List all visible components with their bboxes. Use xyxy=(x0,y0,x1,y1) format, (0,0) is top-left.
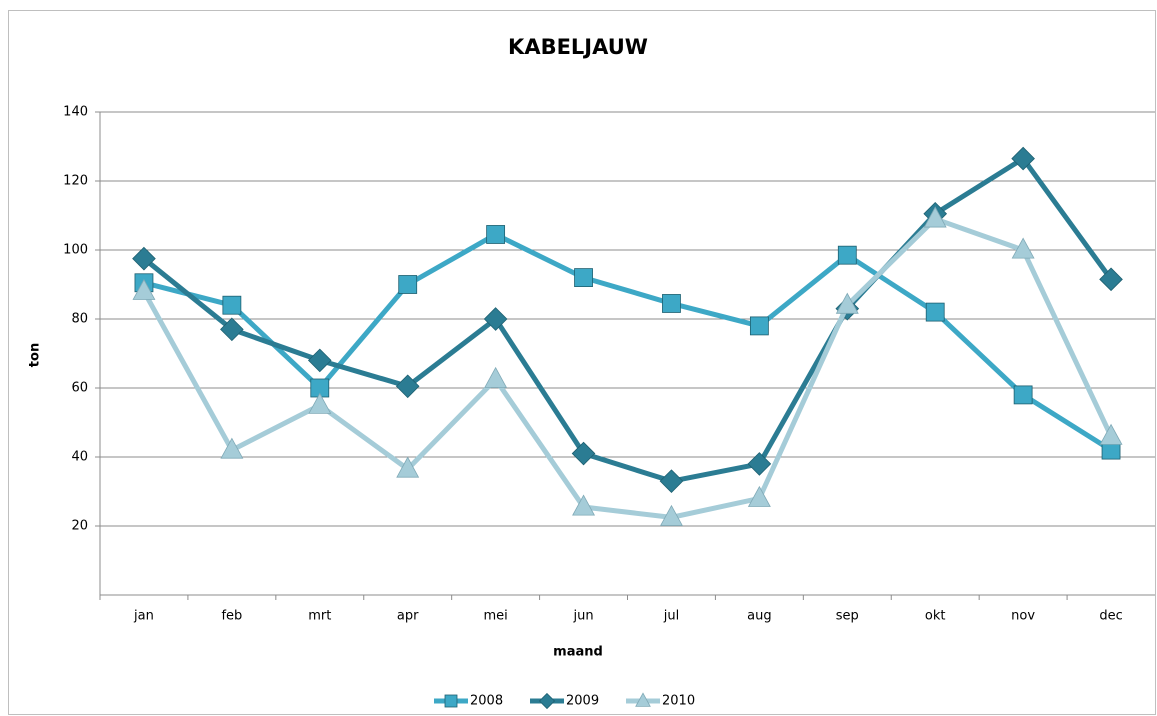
marker xyxy=(574,268,593,288)
y-tick-label: 80 xyxy=(71,312,88,327)
marker xyxy=(220,437,244,459)
marker xyxy=(749,316,769,336)
series-line xyxy=(141,216,1114,520)
x-tick-label: jun xyxy=(572,609,593,624)
marker xyxy=(398,275,418,294)
y-tick-label: 100 xyxy=(63,243,88,258)
marker xyxy=(307,348,332,373)
legend-marker xyxy=(635,692,651,707)
x-tick-label: jan xyxy=(133,609,154,624)
y-tick-label: 60 xyxy=(71,381,88,396)
marker xyxy=(659,504,683,526)
marker xyxy=(484,366,508,388)
marker xyxy=(395,374,420,399)
y-tick-label: 120 xyxy=(63,174,88,189)
y-axis-label: ton xyxy=(28,343,43,367)
marker xyxy=(925,302,945,322)
x-tick-label: jul xyxy=(663,609,679,624)
marker xyxy=(662,294,681,313)
x-tick-label: mei xyxy=(483,609,507,624)
marker xyxy=(1011,146,1035,171)
y-tick-label: 140 xyxy=(63,105,88,120)
marker xyxy=(220,317,244,342)
legend-label: 2008 xyxy=(470,694,503,709)
marker xyxy=(747,452,772,476)
marker xyxy=(308,392,332,414)
x-tick-label: apr xyxy=(397,609,419,624)
y-tick-label: 40 xyxy=(71,450,88,465)
x-tick-label: nov xyxy=(1011,609,1035,624)
marker xyxy=(837,245,857,265)
marker xyxy=(486,225,506,244)
marker xyxy=(659,469,684,493)
legend-label: 2009 xyxy=(566,694,599,709)
marker xyxy=(222,295,242,315)
x-tick-label: mrt xyxy=(308,609,331,624)
marker xyxy=(132,278,156,300)
chart-title: KABELJAUW xyxy=(508,35,648,59)
marker xyxy=(923,206,947,228)
marker xyxy=(572,494,596,516)
marker xyxy=(483,307,508,331)
marker xyxy=(396,456,420,478)
legend-marker xyxy=(444,694,458,708)
x-tick-label: feb xyxy=(221,609,242,624)
chart-frame xyxy=(8,10,1156,715)
x-tick-label: sep xyxy=(836,609,859,624)
series-line xyxy=(143,231,1113,453)
marker xyxy=(1011,237,1035,259)
legend-label: 2010 xyxy=(662,694,695,709)
series-line xyxy=(142,156,1114,484)
x-axis-label: maand xyxy=(553,645,603,660)
marker xyxy=(571,441,596,466)
marker xyxy=(1013,385,1033,405)
x-tick-label: dec xyxy=(1099,609,1122,624)
x-tick-label: okt xyxy=(925,609,946,624)
marker xyxy=(132,246,156,271)
marker xyxy=(747,485,771,507)
y-tick-label: 20 xyxy=(71,519,88,534)
marker xyxy=(1099,423,1123,445)
marker xyxy=(1099,267,1123,292)
legend-marker xyxy=(538,692,556,710)
marker xyxy=(835,292,859,314)
x-tick-label: aug xyxy=(747,609,771,624)
